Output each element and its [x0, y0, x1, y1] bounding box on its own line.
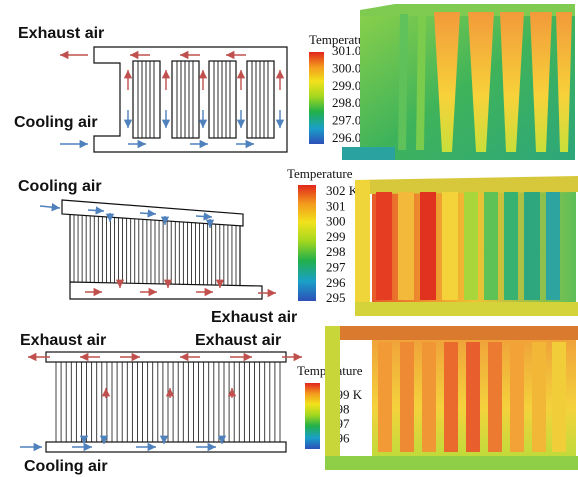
colorbar — [298, 185, 316, 301]
exhaust-arrows-3 — [28, 352, 302, 398]
panel-2: Cooling air Exhaust air Tem — [18, 166, 578, 326]
exhaust-air-label-left: Exhaust air — [20, 332, 106, 349]
legend-tick-label: 295 — [326, 290, 346, 305]
legend-tick-label: 296 — [326, 275, 346, 290]
legend-tick-label: 297.0 — [332, 113, 361, 128]
panel-1: Exhaust air Cooling air — [14, 4, 575, 160]
exhaust-air-label: Exhaust air — [18, 25, 104, 42]
exhaust-arrows-2 — [85, 279, 276, 298]
colorbar — [305, 383, 320, 449]
heat-exchanger-schematic-1 — [93, 46, 288, 153]
cooling-arrows-3 — [20, 435, 227, 452]
exhaust-air-label-right: Exhaust air — [195, 332, 281, 349]
legend-tick-label: 302 K — [326, 183, 359, 198]
contour-fins-3 — [378, 342, 566, 452]
temperature-contour-1 — [342, 4, 575, 160]
heat-exchanger-schematic-2 — [61, 199, 263, 300]
legend-tick-label: 299 — [326, 229, 346, 244]
legend-tick-label: 297 — [326, 260, 346, 275]
legend-tick-label: 300.0 — [332, 60, 361, 75]
legend-tick-label: 301 — [326, 198, 346, 213]
cooling-air-label: Cooling air — [14, 114, 98, 131]
legend-tick-label: 298.0 — [332, 95, 361, 110]
heat-exchanger-schematic-3 — [45, 351, 287, 453]
cooling-air-label: Cooling air — [18, 178, 102, 195]
legend-title: Temperature — [309, 32, 375, 47]
cooling-arrows-2 — [39, 202, 215, 228]
legend-title: Temperature — [287, 166, 353, 181]
cooling-air-label: Cooling air — [24, 458, 108, 475]
exhaust-air-label: Exhaust air — [211, 309, 297, 326]
legend-tick-label: 298 — [326, 244, 346, 259]
exhaust-arrows-1 — [60, 50, 285, 90]
contour-fins-1 — [398, 12, 572, 152]
contour-fins-2 — [376, 192, 560, 300]
legend-tick-label: 300 — [326, 214, 346, 229]
legend-tick-label: 296.0 — [332, 130, 361, 145]
colorbar — [309, 52, 324, 144]
temperature-contour-3 — [325, 326, 578, 470]
temperature-contour-2 — [355, 176, 578, 316]
cooling-arrows-1 — [60, 110, 285, 149]
panel-3: Exhaust air Exhaust air Cooling air — [20, 326, 578, 475]
legend-tick-label: 299.0 — [332, 78, 361, 93]
